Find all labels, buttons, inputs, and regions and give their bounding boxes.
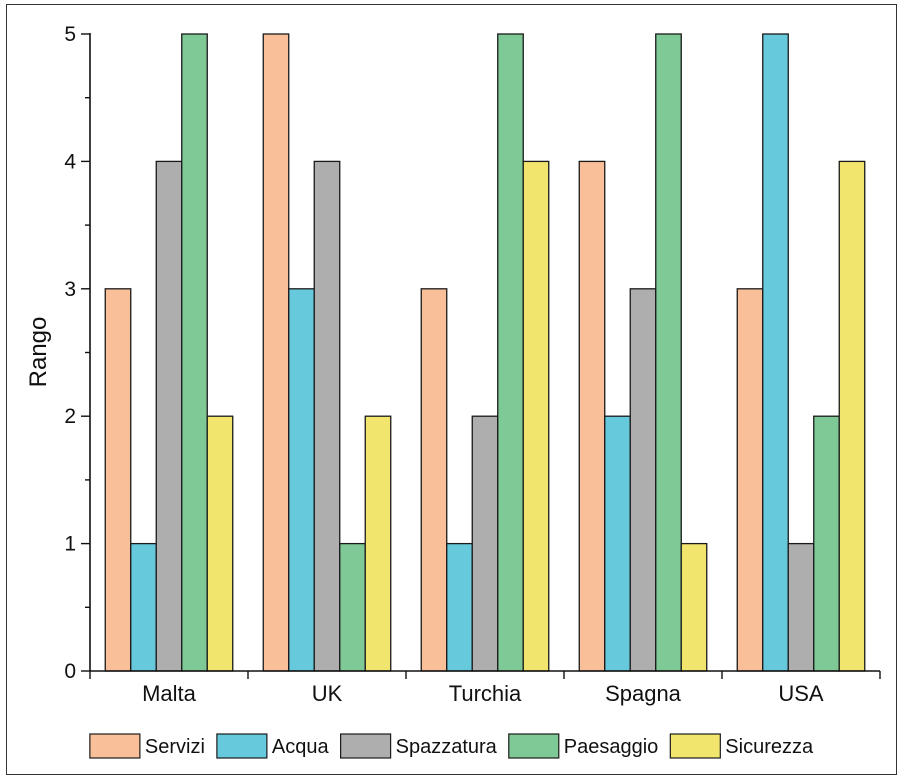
bar-spagna-sicurezza	[680, 542, 708, 672]
legend-label-servizi: Servizi	[145, 736, 205, 758]
x-category-label: USA	[778, 681, 824, 706]
legend-swatch-paesaggio	[508, 733, 560, 759]
x-category-label: Malta	[142, 681, 197, 706]
y-tick-label: 3	[64, 278, 76, 301]
legend-swatch-sicurezza	[669, 733, 721, 759]
axes-layer: 0 1 2 3 4 5 Malta UK Turchia Spagna USA	[64, 23, 881, 706]
bar-turchia-sicurezza	[522, 160, 550, 672]
bar-uk-acqua	[288, 288, 315, 672]
bar-spagna-acqua	[604, 415, 631, 672]
bar-turchia-paesaggio	[497, 33, 524, 672]
bar-usa-spazzatura	[787, 542, 815, 672]
bar-malta-acqua	[130, 542, 157, 672]
bars-layer	[104, 33, 866, 672]
y-tick-label: 0	[64, 660, 76, 683]
bar-turchia-servizi	[420, 288, 448, 672]
bar-spagna-paesaggio	[655, 33, 682, 672]
bar-malta-paesaggio	[181, 33, 208, 672]
legend-label-sicurezza: Sicurezza	[725, 736, 814, 758]
y-axis-title: Rango	[25, 317, 52, 388]
legend-label-acqua: Acqua	[272, 736, 330, 758]
bar-turchia-acqua	[446, 542, 473, 672]
y-tick-label: 5	[64, 23, 76, 46]
y-tick-label: 4	[64, 150, 76, 173]
bar-uk-paesaggio	[339, 542, 366, 672]
bar-uk-sicurezza	[364, 415, 392, 672]
bar-spagna-spazzatura	[629, 288, 657, 672]
x-category-label: UK	[312, 681, 343, 706]
bar-usa-sicurezza	[838, 160, 866, 672]
bar-malta-servizi	[104, 288, 132, 672]
x-category-label: Turchia	[449, 681, 522, 706]
bar-uk-spazzatura	[313, 160, 341, 672]
legend-swatch-acqua	[216, 733, 268, 759]
legend: Servizi Acqua Spazzatura Paesaggio Sicurezza	[89, 733, 814, 759]
bar-spagna-servizi	[578, 160, 606, 672]
legend-swatch-spazzatura	[340, 733, 392, 759]
x-category-label: Spagna	[605, 681, 682, 706]
bar-malta-sicurezza	[206, 415, 234, 672]
bar-turchia-spazzatura	[471, 415, 499, 672]
legend-label-spazzatura: Spazzatura	[396, 736, 498, 758]
bar-uk-servizi	[262, 33, 290, 672]
bar-usa-paesaggio	[813, 415, 840, 672]
legend-label-paesaggio: Paesaggio	[564, 736, 659, 758]
legend-swatch-servizi	[89, 733, 141, 759]
y-tick-label: 2	[64, 405, 76, 428]
bar-usa-acqua	[762, 33, 789, 672]
bar-malta-spazzatura	[155, 160, 183, 672]
y-tick-label: 1	[64, 533, 76, 556]
bar-usa-servizi	[736, 288, 764, 672]
